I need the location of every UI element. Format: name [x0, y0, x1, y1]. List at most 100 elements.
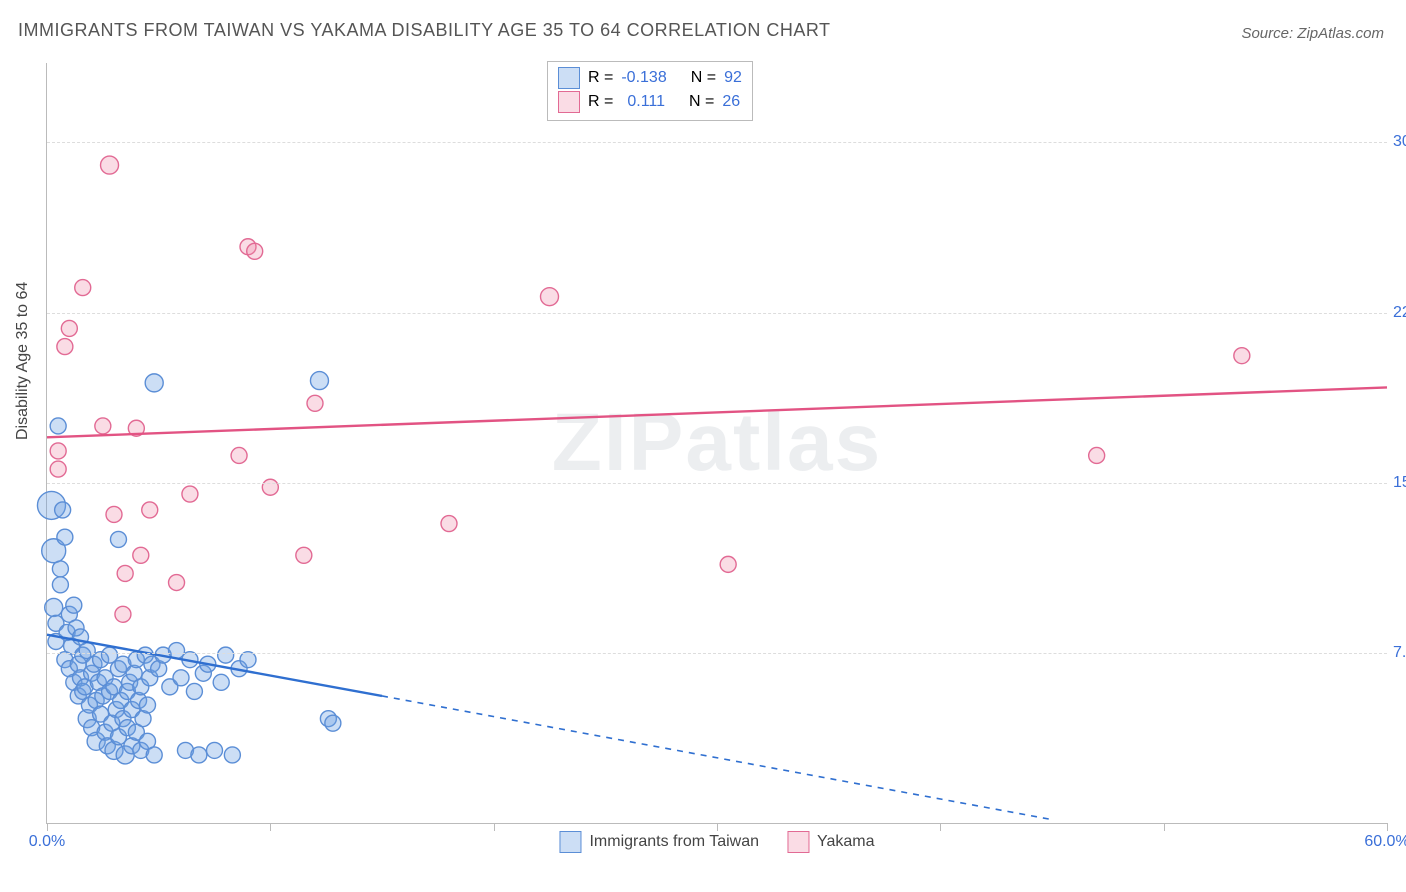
- data-point: [131, 692, 147, 708]
- data-point: [119, 720, 135, 736]
- data-point: [169, 643, 185, 659]
- x-tick: [494, 823, 495, 831]
- data-point: [151, 661, 167, 677]
- data-point: [57, 339, 73, 355]
- data-point: [97, 670, 113, 686]
- gridline: [47, 313, 1387, 314]
- data-point: [133, 547, 149, 563]
- data-point: [70, 656, 86, 672]
- data-point: [116, 746, 134, 764]
- swatch-yakama: [558, 91, 580, 113]
- data-point: [1089, 447, 1105, 463]
- data-point: [307, 395, 323, 411]
- data-point: [320, 711, 336, 727]
- data-point: [262, 479, 278, 495]
- data-point: [169, 575, 185, 591]
- plot-area: ZIPatlas R = -0.138 N = 92 R = 0.111 N =…: [46, 63, 1387, 824]
- gridline: [47, 483, 1387, 484]
- data-point: [73, 670, 89, 686]
- data-point: [128, 724, 144, 740]
- trend-line: [47, 387, 1387, 437]
- data-point: [99, 738, 115, 754]
- data-point: [119, 683, 135, 699]
- data-point: [231, 447, 247, 463]
- legend-row-taiwan: R = -0.138 N = 92: [558, 66, 742, 90]
- data-point: [108, 702, 124, 718]
- data-point: [93, 706, 109, 722]
- x-tick: [270, 823, 271, 831]
- data-point: [541, 288, 559, 306]
- data-point: [231, 661, 247, 677]
- y-tick-label: 30.0%: [1393, 133, 1406, 151]
- data-point: [110, 729, 126, 745]
- y-tick-label: 15.0%: [1393, 474, 1406, 492]
- data-point: [240, 652, 256, 668]
- data-point: [50, 418, 66, 434]
- r-label: R =: [588, 66, 613, 90]
- chart-svg: [47, 63, 1387, 823]
- x-tick-label: 60.0%: [1364, 833, 1406, 851]
- data-point: [75, 683, 91, 699]
- legend-label-taiwan: Immigrants from Taiwan: [589, 833, 759, 851]
- data-point: [75, 280, 91, 296]
- data-point: [128, 420, 144, 436]
- n-label: N =: [691, 66, 716, 90]
- legend-label-yakama: Yakama: [817, 833, 875, 851]
- data-point: [87, 732, 105, 750]
- data-point: [113, 692, 129, 708]
- data-point: [133, 742, 149, 758]
- data-point: [140, 697, 156, 713]
- data-point: [296, 547, 312, 563]
- data-point: [1234, 348, 1250, 364]
- y-tick-label: 7.5%: [1393, 644, 1406, 662]
- x-tick: [717, 823, 718, 831]
- swatch-yakama: [787, 831, 809, 853]
- data-point: [247, 243, 263, 259]
- data-point: [73, 629, 89, 645]
- data-point: [97, 724, 113, 740]
- trend-line: [382, 696, 1052, 820]
- swatch-taiwan: [558, 67, 580, 89]
- data-point: [137, 647, 153, 663]
- data-point: [78, 710, 96, 728]
- data-point: [50, 443, 66, 459]
- data-point: [224, 747, 240, 763]
- data-point: [144, 656, 160, 672]
- data-point: [57, 529, 73, 545]
- data-point: [195, 665, 211, 681]
- data-point: [240, 239, 256, 255]
- data-point: [110, 661, 126, 677]
- data-point: [182, 486, 198, 502]
- data-point: [106, 506, 122, 522]
- n-value-yakama: 26: [722, 90, 740, 114]
- x-tick: [1164, 823, 1165, 831]
- data-point: [70, 688, 86, 704]
- data-point: [84, 720, 100, 736]
- data-point: [77, 679, 93, 695]
- data-point: [186, 683, 202, 699]
- data-point: [52, 561, 68, 577]
- gridline: [47, 142, 1387, 143]
- y-tick-label: 22.5%: [1393, 304, 1406, 322]
- data-point: [102, 647, 118, 663]
- data-point: [48, 634, 64, 650]
- data-point: [117, 565, 133, 581]
- data-point: [95, 688, 111, 704]
- legend-row-yakama: R = 0.111 N = 26: [558, 90, 742, 114]
- data-point: [90, 674, 106, 690]
- data-point: [106, 679, 122, 695]
- data-point: [68, 620, 84, 636]
- data-point: [104, 715, 120, 731]
- data-point: [207, 742, 223, 758]
- data-point: [720, 556, 736, 572]
- data-point: [66, 674, 82, 690]
- x-tick: [47, 823, 48, 831]
- x-tick: [940, 823, 941, 831]
- data-point: [126, 665, 142, 681]
- legend-item-yakama: Yakama: [787, 831, 875, 853]
- n-label: N =: [689, 90, 714, 114]
- data-point: [48, 615, 64, 631]
- data-point: [173, 670, 189, 686]
- watermark-zip: ZIP: [552, 397, 686, 488]
- data-point: [325, 715, 341, 731]
